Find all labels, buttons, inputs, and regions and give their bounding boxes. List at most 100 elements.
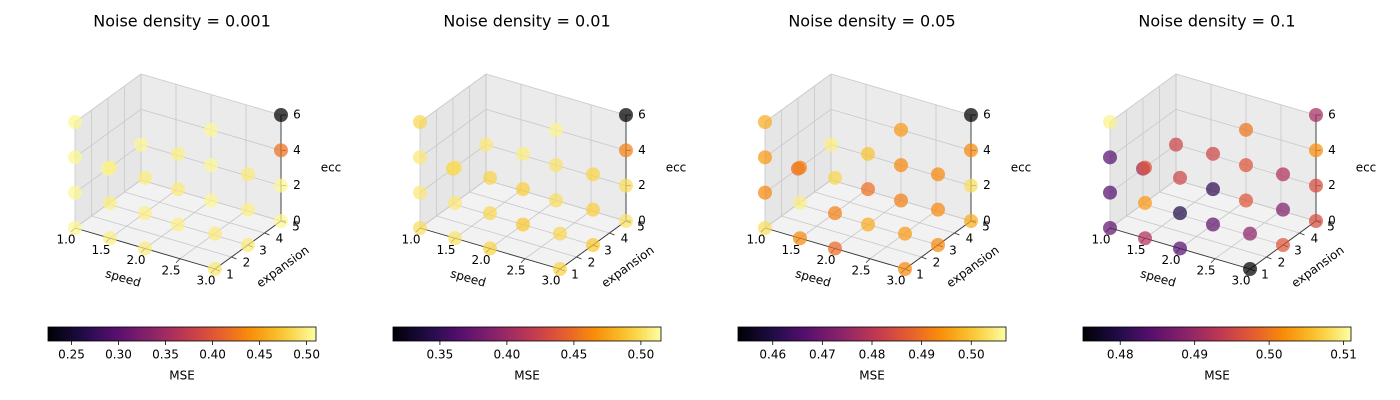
data-point (586, 238, 600, 252)
data-point (171, 146, 185, 161)
grid-line (1109, 73, 1177, 123)
subplot-title: Noise density = 0.01 (443, 12, 610, 31)
y-tick-label: 4 (1311, 232, 1319, 246)
x-tick-label: 2.5 (161, 263, 180, 277)
y-tick-label: 4 (621, 232, 629, 246)
z-tick-label: 6 (983, 108, 991, 122)
data-point (171, 217, 185, 232)
colorbar-tick-label: 0.51 (1330, 348, 1357, 362)
data-point (894, 193, 908, 208)
data-point (413, 115, 427, 129)
z-tick-label: 2 (638, 178, 646, 192)
x-tick (865, 258, 871, 264)
grid-line (485, 73, 627, 116)
data-point (619, 143, 633, 158)
colorbar-tick-label: 0.30 (105, 348, 132, 362)
colorbar-tick-label: 0.40 (494, 348, 521, 362)
data-point (1276, 202, 1290, 217)
y-tick (954, 232, 960, 236)
x-axis-label: speed (1139, 266, 1178, 289)
colorbar (392, 326, 662, 342)
data-point (68, 185, 82, 200)
data-point (1239, 158, 1253, 173)
data-point (68, 221, 82, 235)
colorbar-tick-label: 0.35 (427, 348, 454, 362)
colorbar-tick-label: 0.48 (859, 348, 886, 362)
data-point (1138, 231, 1152, 246)
y-tick (264, 232, 270, 236)
data-point (1173, 241, 1187, 256)
data-point (483, 170, 497, 185)
colorbar-tick-label: 0.50 (293, 348, 320, 362)
data-point (134, 137, 148, 152)
data-point (1103, 185, 1117, 200)
y-tick-label: 3 (1294, 244, 1302, 258)
data-point (793, 231, 807, 246)
y-tick-label: 5 (292, 220, 300, 234)
data-point (204, 158, 218, 173)
data-point (68, 115, 82, 129)
grid-line (781, 215, 922, 258)
subplot-title: Noise density = 0.1 (1138, 12, 1295, 31)
colorbar-tick-label: 0.35 (152, 348, 179, 362)
data-point (516, 146, 530, 161)
y-tick-label: 1 (1261, 268, 1269, 282)
grid-line (1126, 215, 1267, 258)
z-tick-label: 2 (983, 178, 991, 192)
grid-line (764, 73, 832, 123)
x-tick-label: 2.5 (851, 263, 870, 277)
z-axis-label: ecc (1011, 161, 1032, 175)
data-point (1173, 170, 1187, 185)
data-point (204, 122, 218, 137)
z-tick-label: 0 (293, 214, 301, 228)
x-axis-label: speed (449, 266, 488, 289)
data-point (793, 160, 807, 175)
data-point (274, 214, 288, 228)
z-tick-label: 6 (1328, 108, 1336, 122)
colorbar-tick-label: 0.25 (58, 348, 85, 362)
grid-line (1159, 191, 1300, 234)
data-point (274, 108, 288, 122)
y-tick-label: 4 (276, 232, 284, 246)
y-tick-label: 2 (933, 256, 941, 270)
x-tick-label: 1.0 (401, 233, 420, 247)
z-tick-label: 4 (1328, 143, 1336, 157)
z-tick-label: 0 (983, 214, 991, 228)
data-point (553, 262, 567, 276)
colorbar-tick-label: 0.50 (628, 348, 655, 362)
data-point (549, 122, 563, 137)
colorbar-label: MSE (859, 369, 885, 383)
data-point (553, 226, 567, 241)
y-tick-label: 5 (982, 220, 990, 234)
z-tick-label: 6 (638, 108, 646, 122)
z-tick-label: 4 (638, 143, 646, 157)
data-point (758, 115, 772, 129)
data-point (619, 178, 633, 193)
data-point (931, 202, 945, 217)
x-tick-label: 2.0 (126, 253, 145, 267)
y-tick (576, 256, 582, 260)
subplot-title: Noise density = 0.05 (788, 12, 955, 31)
data-point (138, 206, 152, 221)
colorbar-tick-label: 0.40 (199, 348, 226, 362)
y-tick-label: 1 (226, 268, 234, 282)
data-point (448, 195, 462, 210)
data-point (758, 150, 772, 165)
data-point (894, 158, 908, 173)
data-point (549, 193, 563, 208)
data-point (964, 143, 978, 158)
data-point (931, 167, 945, 182)
data-point (241, 167, 255, 182)
y-tick-label: 4 (966, 232, 974, 246)
data-point (828, 170, 842, 185)
data-point (964, 178, 978, 193)
data-point (1206, 217, 1220, 232)
data-point (1169, 137, 1183, 152)
x-tick (175, 258, 181, 264)
data-point (619, 214, 633, 228)
grid-line (140, 73, 282, 116)
x-tick (1210, 258, 1216, 264)
z-axis-label: ecc (321, 161, 342, 175)
z-axis-label: ecc (1356, 161, 1377, 175)
